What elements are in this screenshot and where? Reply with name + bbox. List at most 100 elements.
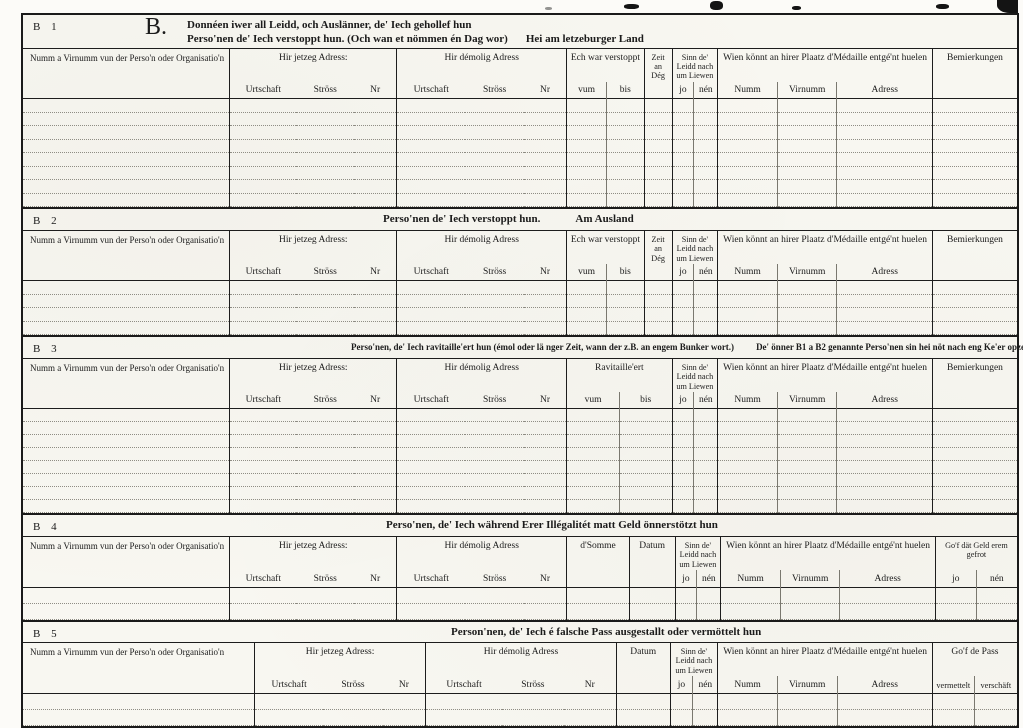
cell <box>296 499 354 514</box>
b3-col-jetzeg-adress: Hir jetzeg Adress: <box>229 358 397 392</box>
scan-mark <box>936 4 949 9</box>
b4-subcol-geld-nen: nén <box>975 570 1017 588</box>
b2-col-verstoppt: Ech war verstoppt <box>566 230 645 264</box>
cell <box>229 98 297 113</box>
cell <box>23 307 230 322</box>
cell <box>717 447 778 462</box>
b4-subcol-numm: Numm <box>720 570 781 588</box>
cell <box>931 499 1017 514</box>
cell <box>296 179 354 194</box>
cell <box>465 307 524 322</box>
cell <box>605 321 645 336</box>
b5-table: Numm a Virnumm vun der Perso'n oder Orga… <box>23 641 1017 726</box>
cell <box>693 408 718 423</box>
cell <box>618 421 673 436</box>
cell <box>931 709 975 726</box>
cell <box>717 125 778 140</box>
cell <box>776 421 837 436</box>
cell <box>354 321 397 336</box>
cell <box>229 125 297 140</box>
table-row <box>23 166 1017 181</box>
cell <box>776 499 837 514</box>
cell <box>465 603 524 620</box>
cell <box>931 460 1017 475</box>
cell <box>717 139 778 154</box>
b3-subcol-virnumm: Virnumm <box>776 391 837 409</box>
cell <box>296 586 354 604</box>
cell <box>396 408 466 423</box>
table-row <box>23 460 1017 475</box>
cell <box>229 193 297 208</box>
b3-subcol-vum: vum <box>566 391 620 409</box>
cell <box>776 152 837 167</box>
table-row <box>23 280 1017 295</box>
cell <box>23 709 255 726</box>
b2-col-medaille: Wien könnt an hirer Plaatz d'Médaille en… <box>717 230 933 264</box>
cell <box>975 586 1017 604</box>
cell <box>776 321 837 336</box>
cell <box>776 447 837 462</box>
cell <box>836 294 933 309</box>
cell <box>396 586 466 604</box>
table-row <box>23 434 1017 449</box>
cell <box>671 112 694 127</box>
cell <box>465 486 524 501</box>
cell <box>229 179 297 194</box>
cell <box>931 193 1017 208</box>
cell <box>23 280 230 295</box>
cell <box>671 421 694 436</box>
b1-title: Donnéen iwer all Leidd, och Auslänner, d… <box>187 18 644 47</box>
table-row <box>23 294 1017 309</box>
b5-col-pass: Go'f de Pass <box>931 642 1017 677</box>
cell <box>566 139 607 154</box>
cell <box>776 709 837 726</box>
cell <box>354 586 397 604</box>
cell <box>465 473 524 488</box>
cell <box>354 112 397 127</box>
b1-subcol-bis: bis <box>605 81 645 99</box>
cell <box>229 112 297 127</box>
cell <box>693 112 718 127</box>
cell <box>465 321 524 336</box>
b4-title: Perso'nen, de' Iech während Erer Illégal… <box>386 519 718 532</box>
cell <box>523 421 567 436</box>
cell <box>671 179 694 194</box>
cell <box>717 421 778 436</box>
cell <box>836 112 933 127</box>
cell <box>717 307 778 322</box>
cell <box>23 125 230 140</box>
cell <box>296 408 354 423</box>
cell <box>671 152 694 167</box>
b2-table: Numm a Virnumm vun der Perso'n oder Orga… <box>23 229 1017 336</box>
cell <box>566 603 630 620</box>
cell <box>523 447 567 462</box>
cell <box>720 586 781 604</box>
cell <box>354 307 397 322</box>
cell <box>425 709 503 726</box>
b2-subcol-nr: Nr <box>370 267 381 278</box>
cell <box>779 603 840 620</box>
table-row <box>23 447 1017 462</box>
cell <box>674 586 697 604</box>
cell <box>523 321 567 336</box>
table-row <box>23 408 1017 423</box>
cell <box>465 179 524 194</box>
cell <box>693 139 718 154</box>
cell <box>296 152 354 167</box>
cell <box>776 280 837 295</box>
cell <box>566 166 607 181</box>
b2-col-zeit: Zeit an Dég <box>643 230 673 281</box>
cell <box>693 434 718 449</box>
table-row <box>23 139 1017 154</box>
b3-subcol-stross: Ströss <box>313 395 337 406</box>
cell <box>465 447 524 462</box>
b1-subcol-urtschaft2: Urtschaft <box>396 81 466 99</box>
cell <box>354 421 397 436</box>
b2-subcol-stross2: Ströss <box>483 267 507 278</box>
cell <box>693 486 718 501</box>
b2-title: Perso'nen de' Iech verstoppt hun. <box>383 213 541 226</box>
cell <box>465 112 524 127</box>
cell <box>717 179 778 194</box>
b1-subcol-adress: Adress <box>836 81 933 99</box>
cell <box>254 692 324 710</box>
